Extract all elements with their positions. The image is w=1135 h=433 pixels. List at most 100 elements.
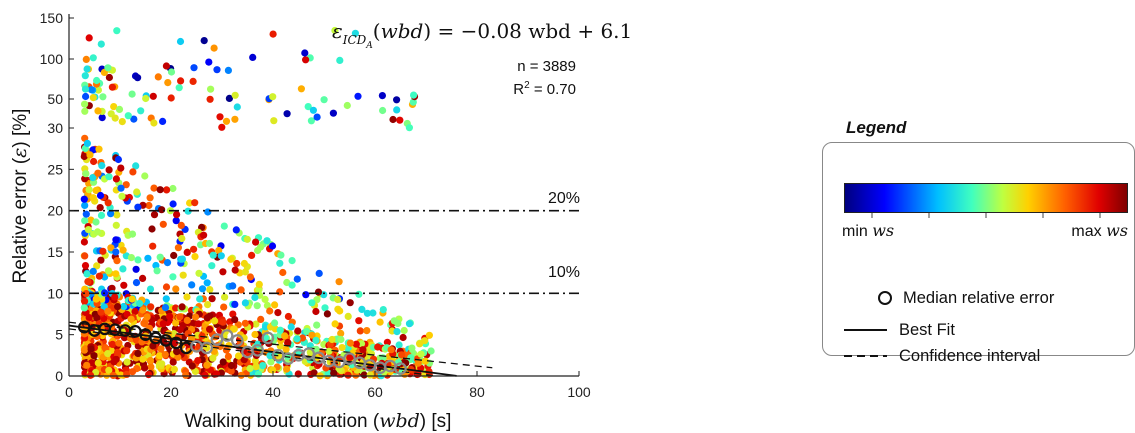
scatter-point — [211, 317, 219, 325]
scatter-point — [150, 119, 158, 127]
scatter-point — [129, 168, 137, 176]
scatter-point — [253, 302, 261, 310]
scatter-point — [80, 238, 88, 246]
scatter-point — [379, 306, 387, 314]
scatter-point — [218, 123, 226, 131]
scatter-point — [208, 262, 216, 270]
scatter-point — [205, 58, 213, 66]
scatter-point — [204, 301, 212, 309]
scatter-point — [338, 344, 346, 352]
scatter-point — [141, 364, 149, 372]
legend-item-confidence: Confidence interval — [843, 345, 1040, 367]
scatter-point — [276, 288, 284, 296]
scatter-point — [80, 195, 88, 203]
scatter-point — [179, 271, 187, 279]
scatter-point — [92, 218, 100, 226]
scatter-point — [210, 44, 218, 52]
scatter-point — [355, 290, 363, 298]
scatter-point — [241, 268, 249, 276]
scatter-point — [303, 327, 311, 335]
scatter-point — [227, 361, 236, 370]
scatter-point — [166, 312, 174, 320]
y-tick-label: 100 — [40, 51, 64, 67]
scatter-point — [134, 349, 142, 358]
scatter-point — [308, 299, 316, 307]
ref-label-20: 20% — [548, 190, 580, 207]
scatter-point — [108, 284, 116, 292]
x-axis-title: Walking bout duration (wbd) [s] — [185, 410, 452, 432]
scatter-point — [86, 151, 94, 159]
scatter-point — [191, 199, 199, 207]
scatter-point — [162, 295, 170, 303]
scatter-point — [98, 114, 106, 122]
scatter-point — [351, 29, 359, 37]
scatter-point — [111, 293, 119, 301]
scatter-point — [261, 323, 270, 331]
scatter-point — [145, 371, 153, 379]
scatter-point — [274, 309, 282, 317]
scatter-point — [158, 206, 166, 214]
scatter-point — [92, 295, 100, 303]
scatter-point — [177, 221, 185, 229]
scatter-point — [227, 255, 235, 263]
scatter-point — [172, 217, 180, 225]
scatter-point — [219, 268, 227, 276]
scatter-point — [270, 117, 278, 125]
scatter-point — [221, 293, 229, 301]
scatter-point — [95, 272, 103, 280]
scatter-point — [132, 336, 140, 344]
scatter-point — [169, 358, 177, 366]
scatter-point — [281, 332, 289, 340]
scatter-point — [191, 253, 199, 261]
scatter-point — [81, 262, 90, 270]
scatter-point — [203, 279, 211, 287]
scatter-point — [334, 295, 342, 304]
scatter-point — [92, 186, 100, 195]
scatter-point — [396, 116, 404, 124]
scatter-point — [336, 307, 344, 315]
scatter-points — [80, 26, 435, 380]
scatter-point — [128, 295, 136, 303]
scatter-point — [231, 300, 239, 308]
scatter-point — [81, 297, 89, 305]
scatter-point — [284, 312, 292, 321]
scatter-point — [328, 335, 336, 344]
scatter-point — [367, 350, 375, 358]
scatter-point — [192, 313, 200, 321]
scatter-point — [131, 307, 139, 316]
scatter-point — [159, 117, 167, 125]
scatter-point — [416, 340, 424, 348]
scatter-point — [175, 84, 183, 92]
scatter-point — [363, 309, 371, 317]
scatter-point — [287, 323, 295, 331]
median-marker — [210, 333, 224, 346]
scatter-point — [206, 95, 214, 103]
scatter-point — [104, 267, 113, 275]
scatter-point — [81, 72, 89, 80]
scatter-point — [90, 352, 98, 360]
scatter-point — [344, 345, 352, 353]
scatter-point — [358, 305, 366, 313]
scatter-point — [139, 274, 147, 282]
scatter-point — [161, 351, 169, 359]
legend-box: min ws max ws Median relative error Best… — [822, 142, 1135, 365]
scatter-point — [249, 53, 257, 62]
scatter-point — [315, 269, 323, 277]
y-tick-label: 25 — [47, 161, 63, 177]
y-tick-label: 5 — [55, 327, 63, 343]
scatter-point — [312, 307, 320, 316]
scatter-point — [172, 319, 180, 327]
scatter-point — [94, 228, 102, 236]
scatter-point — [170, 251, 178, 260]
y-tick-label: 15 — [47, 244, 63, 260]
scatter-point — [83, 65, 91, 73]
scatter-point — [87, 86, 95, 94]
scatter-point — [354, 92, 362, 100]
scatter-point — [186, 199, 194, 207]
scatter-point — [113, 257, 121, 265]
scatter-point — [231, 266, 239, 274]
scatter-point — [200, 37, 208, 45]
scatter-point — [112, 248, 120, 256]
scatter-point — [220, 222, 228, 230]
scatter-point — [112, 270, 120, 278]
